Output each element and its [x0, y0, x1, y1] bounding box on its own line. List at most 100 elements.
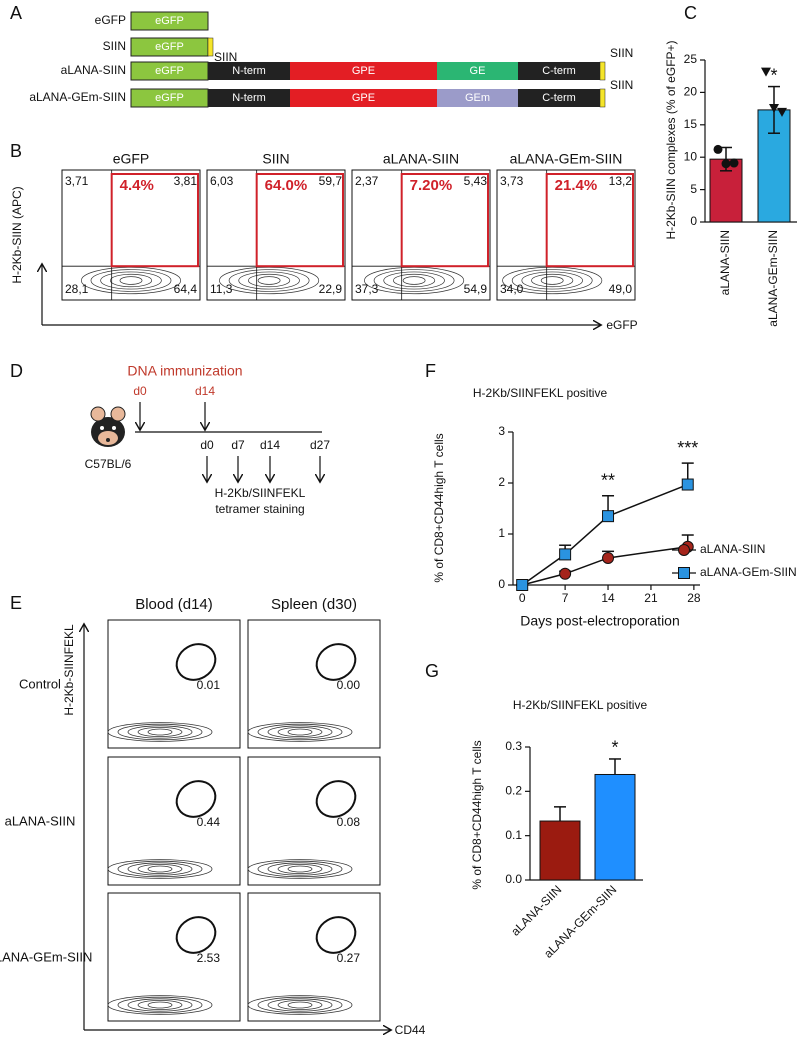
gate — [255, 173, 344, 268]
panel-letter: D — [10, 361, 23, 381]
quadrant-value: 22,9 — [319, 282, 343, 296]
series-line — [521, 483, 689, 586]
contour — [137, 1000, 183, 1011]
panel-letter: C — [684, 3, 697, 23]
segment-label: GEm — [465, 92, 490, 104]
construct-name: eGFP — [95, 13, 126, 27]
gate-value: 4.4% — [120, 177, 154, 194]
quadrant-value: 6,03 — [210, 174, 234, 188]
sampling-day: d7 — [231, 438, 245, 452]
contour — [107, 859, 213, 879]
construct-segment — [130, 11, 209, 31]
quadrant-value: 3,71 — [65, 174, 89, 188]
construct-segment — [208, 89, 290, 107]
immunization-day: d14 — [195, 384, 215, 398]
readout: H-2Kb/SIINFEKL — [215, 486, 306, 500]
contour — [257, 276, 281, 285]
series-line — [522, 546, 688, 586]
data-point — [769, 103, 779, 113]
contour — [393, 273, 436, 288]
bar — [594, 773, 636, 881]
siin-tag — [599, 88, 606, 108]
siin-tag — [207, 37, 214, 57]
y-tick-label: 0.3 — [505, 739, 522, 753]
siin-tag — [599, 61, 606, 81]
contour — [80, 266, 182, 295]
y-tick-label: 0 — [690, 214, 697, 228]
plot-title: eGFP — [113, 151, 150, 167]
construct-segment — [290, 62, 437, 80]
contour — [373, 269, 455, 292]
y-tick-label: 0 — [498, 577, 505, 591]
y-tick-label: 2 — [498, 475, 505, 489]
x-label: eGFP — [606, 318, 637, 332]
chart-title: H-2Kb/SIINFEKL positive — [473, 386, 608, 400]
contour — [267, 725, 333, 739]
quadrant-value: 34,0 — [500, 282, 524, 296]
segment-label: eGFP — [155, 41, 184, 53]
marker — [602, 510, 615, 523]
timeline-title: DNA immunization — [127, 363, 242, 379]
column-title: Spleen (d30) — [271, 596, 357, 613]
gate-value: 7.20% — [410, 177, 453, 194]
segment-label: eGFP — [155, 65, 184, 77]
chart-title: H-2Kb/SIINFEKL positive — [513, 698, 648, 712]
construct-segment — [208, 62, 290, 80]
data-point — [777, 107, 787, 117]
contour — [228, 269, 310, 292]
quadrant-value: 59,7 — [319, 174, 343, 188]
construct-segment — [518, 89, 600, 107]
gate — [175, 780, 217, 818]
construct-segment — [290, 89, 437, 107]
x-label: Days post-electroporation — [520, 613, 680, 629]
marker — [559, 548, 572, 561]
plot-title: aLANA-GEm-SIIN — [510, 151, 623, 167]
segment-label: N-term — [232, 65, 266, 77]
tail-label: SIIN — [610, 46, 633, 60]
gate-value: 0.08 — [337, 815, 361, 829]
construct-name: aLANA-SIIN — [61, 63, 126, 77]
contour — [90, 269, 172, 292]
immunization-day: d0 — [133, 384, 147, 398]
contour — [127, 998, 193, 1012]
contour — [137, 864, 183, 875]
contour — [287, 728, 313, 736]
gate — [315, 780, 357, 818]
marker — [559, 567, 572, 580]
quadrant-value: 28,1 — [65, 282, 89, 296]
data-point — [761, 67, 771, 77]
y-label: H-2Kb-SIIN complexes (% of eGFP+) — [664, 40, 678, 239]
contour — [247, 722, 353, 742]
gate-value: 0.00 — [337, 678, 361, 692]
panel-letter: G — [425, 661, 439, 681]
contour — [267, 998, 333, 1012]
gate — [110, 173, 199, 268]
sampling-day: d27 — [310, 438, 330, 452]
y-tick-label: 15 — [684, 117, 698, 131]
y-label: % of CD8+CD44high T cells — [470, 740, 484, 889]
construct-segment — [437, 62, 518, 80]
x-tick-label: aLANA-GEm-SIIN — [766, 230, 780, 327]
segment-label: N-term — [232, 92, 266, 104]
row-label: Control — [19, 676, 61, 691]
contour — [147, 728, 173, 736]
flow-plot-frame — [61, 169, 201, 301]
sampling-day: d0 — [200, 438, 214, 452]
legend-label: aLANA-GEm-SIIN — [700, 565, 797, 579]
marker — [516, 579, 529, 591]
contour — [277, 864, 323, 875]
x-tick-label: 21 — [644, 591, 658, 605]
gate — [175, 916, 217, 954]
data-point — [713, 144, 723, 154]
quadrant-value: 13,2 — [609, 174, 633, 188]
y-tick-label: 0.1 — [505, 828, 522, 842]
contour — [100, 271, 162, 290]
contour — [238, 271, 300, 290]
y-tick-label: 0.0 — [505, 872, 522, 886]
marker — [602, 551, 615, 564]
data-point — [721, 159, 731, 169]
gate — [315, 916, 357, 954]
segment-label: eGFP — [155, 15, 184, 27]
quadrant-value: 3,73 — [500, 174, 524, 188]
